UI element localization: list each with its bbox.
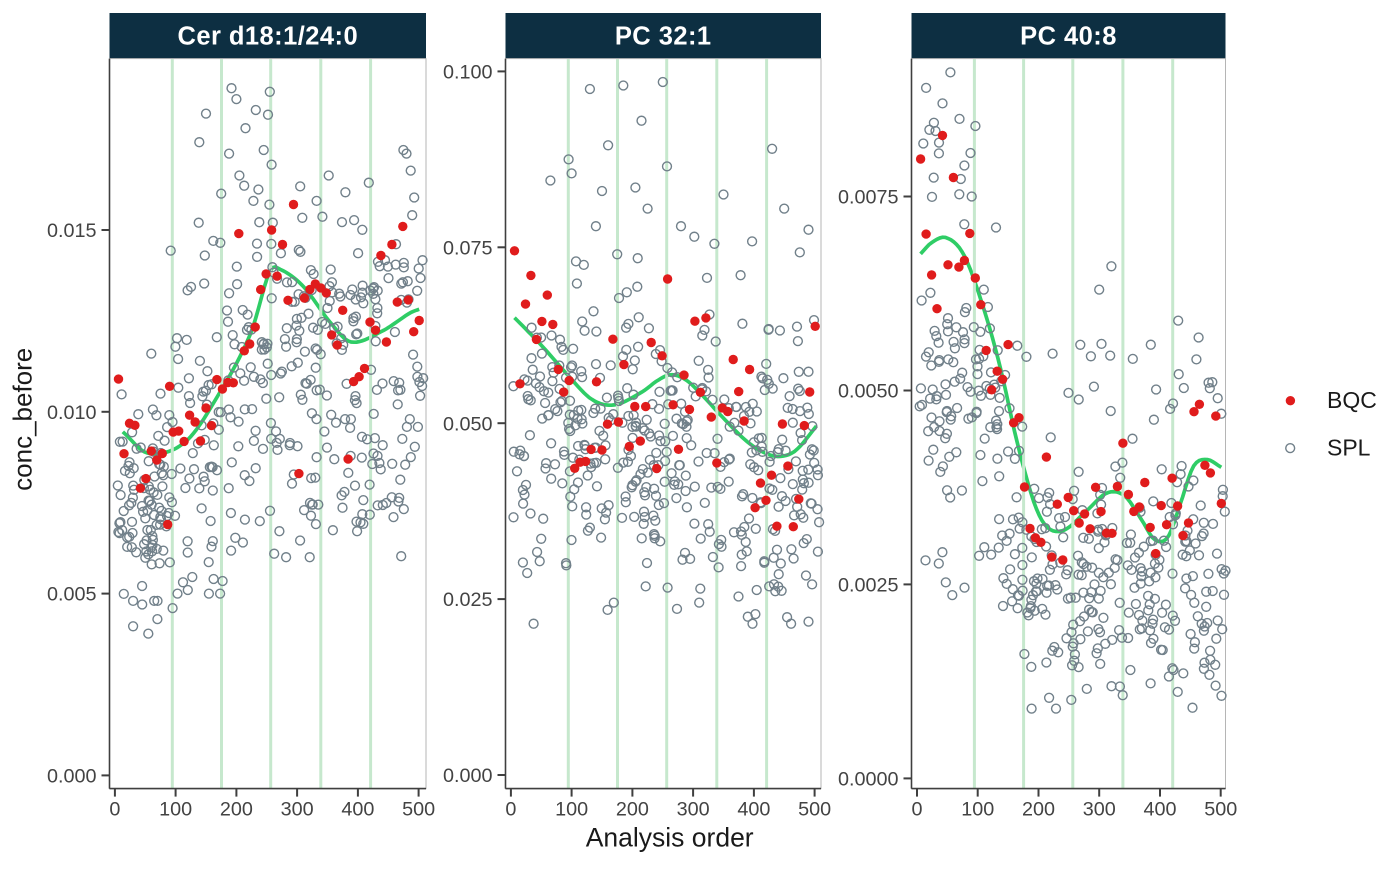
svg-text:PC 32:1: PC 32:1	[615, 23, 712, 51]
svg-text:100: 100	[159, 798, 192, 820]
svg-text:500: 500	[798, 798, 831, 820]
svg-text:0: 0	[505, 798, 516, 820]
svg-text:300: 300	[677, 798, 710, 820]
svg-text:0.050: 0.050	[443, 413, 493, 435]
svg-text:0.025: 0.025	[443, 589, 493, 611]
svg-text:BQC: BQC	[1327, 387, 1377, 413]
svg-text:100: 100	[961, 798, 994, 820]
svg-text:0.000: 0.000	[443, 765, 493, 787]
svg-text:0.010: 0.010	[47, 402, 97, 424]
svg-text:0.005: 0.005	[47, 584, 97, 606]
svg-text:400: 400	[1143, 798, 1176, 820]
svg-text:300: 300	[1083, 798, 1116, 820]
svg-text:SPL: SPL	[1327, 435, 1371, 461]
svg-text:500: 500	[402, 798, 435, 820]
svg-text:500: 500	[1204, 798, 1237, 820]
svg-text:400: 400	[341, 798, 374, 820]
svg-text:200: 200	[220, 798, 253, 820]
svg-text:400: 400	[737, 798, 770, 820]
svg-text:0.0050: 0.0050	[838, 381, 899, 403]
svg-text:0.100: 0.100	[443, 62, 493, 84]
svg-text:200: 200	[1022, 798, 1055, 820]
svg-text:0: 0	[109, 798, 120, 820]
svg-text:0.015: 0.015	[47, 220, 97, 242]
svg-text:Cer d18:1/24:0: Cer d18:1/24:0	[177, 23, 358, 51]
svg-text:PC 40:8: PC 40:8	[1020, 23, 1117, 51]
svg-text:0.000: 0.000	[47, 766, 97, 788]
svg-text:300: 300	[281, 798, 314, 820]
svg-text:0.0075: 0.0075	[838, 187, 899, 209]
svg-text:conc_before: conc_before	[8, 348, 38, 491]
svg-text:Analysis order: Analysis order	[586, 823, 754, 853]
svg-text:0.075: 0.075	[443, 237, 493, 259]
svg-text:200: 200	[616, 798, 649, 820]
svg-text:0.0000: 0.0000	[838, 769, 899, 791]
svg-text:0.0025: 0.0025	[838, 575, 899, 597]
svg-text:0: 0	[911, 798, 922, 820]
svg-text:100: 100	[555, 798, 588, 820]
